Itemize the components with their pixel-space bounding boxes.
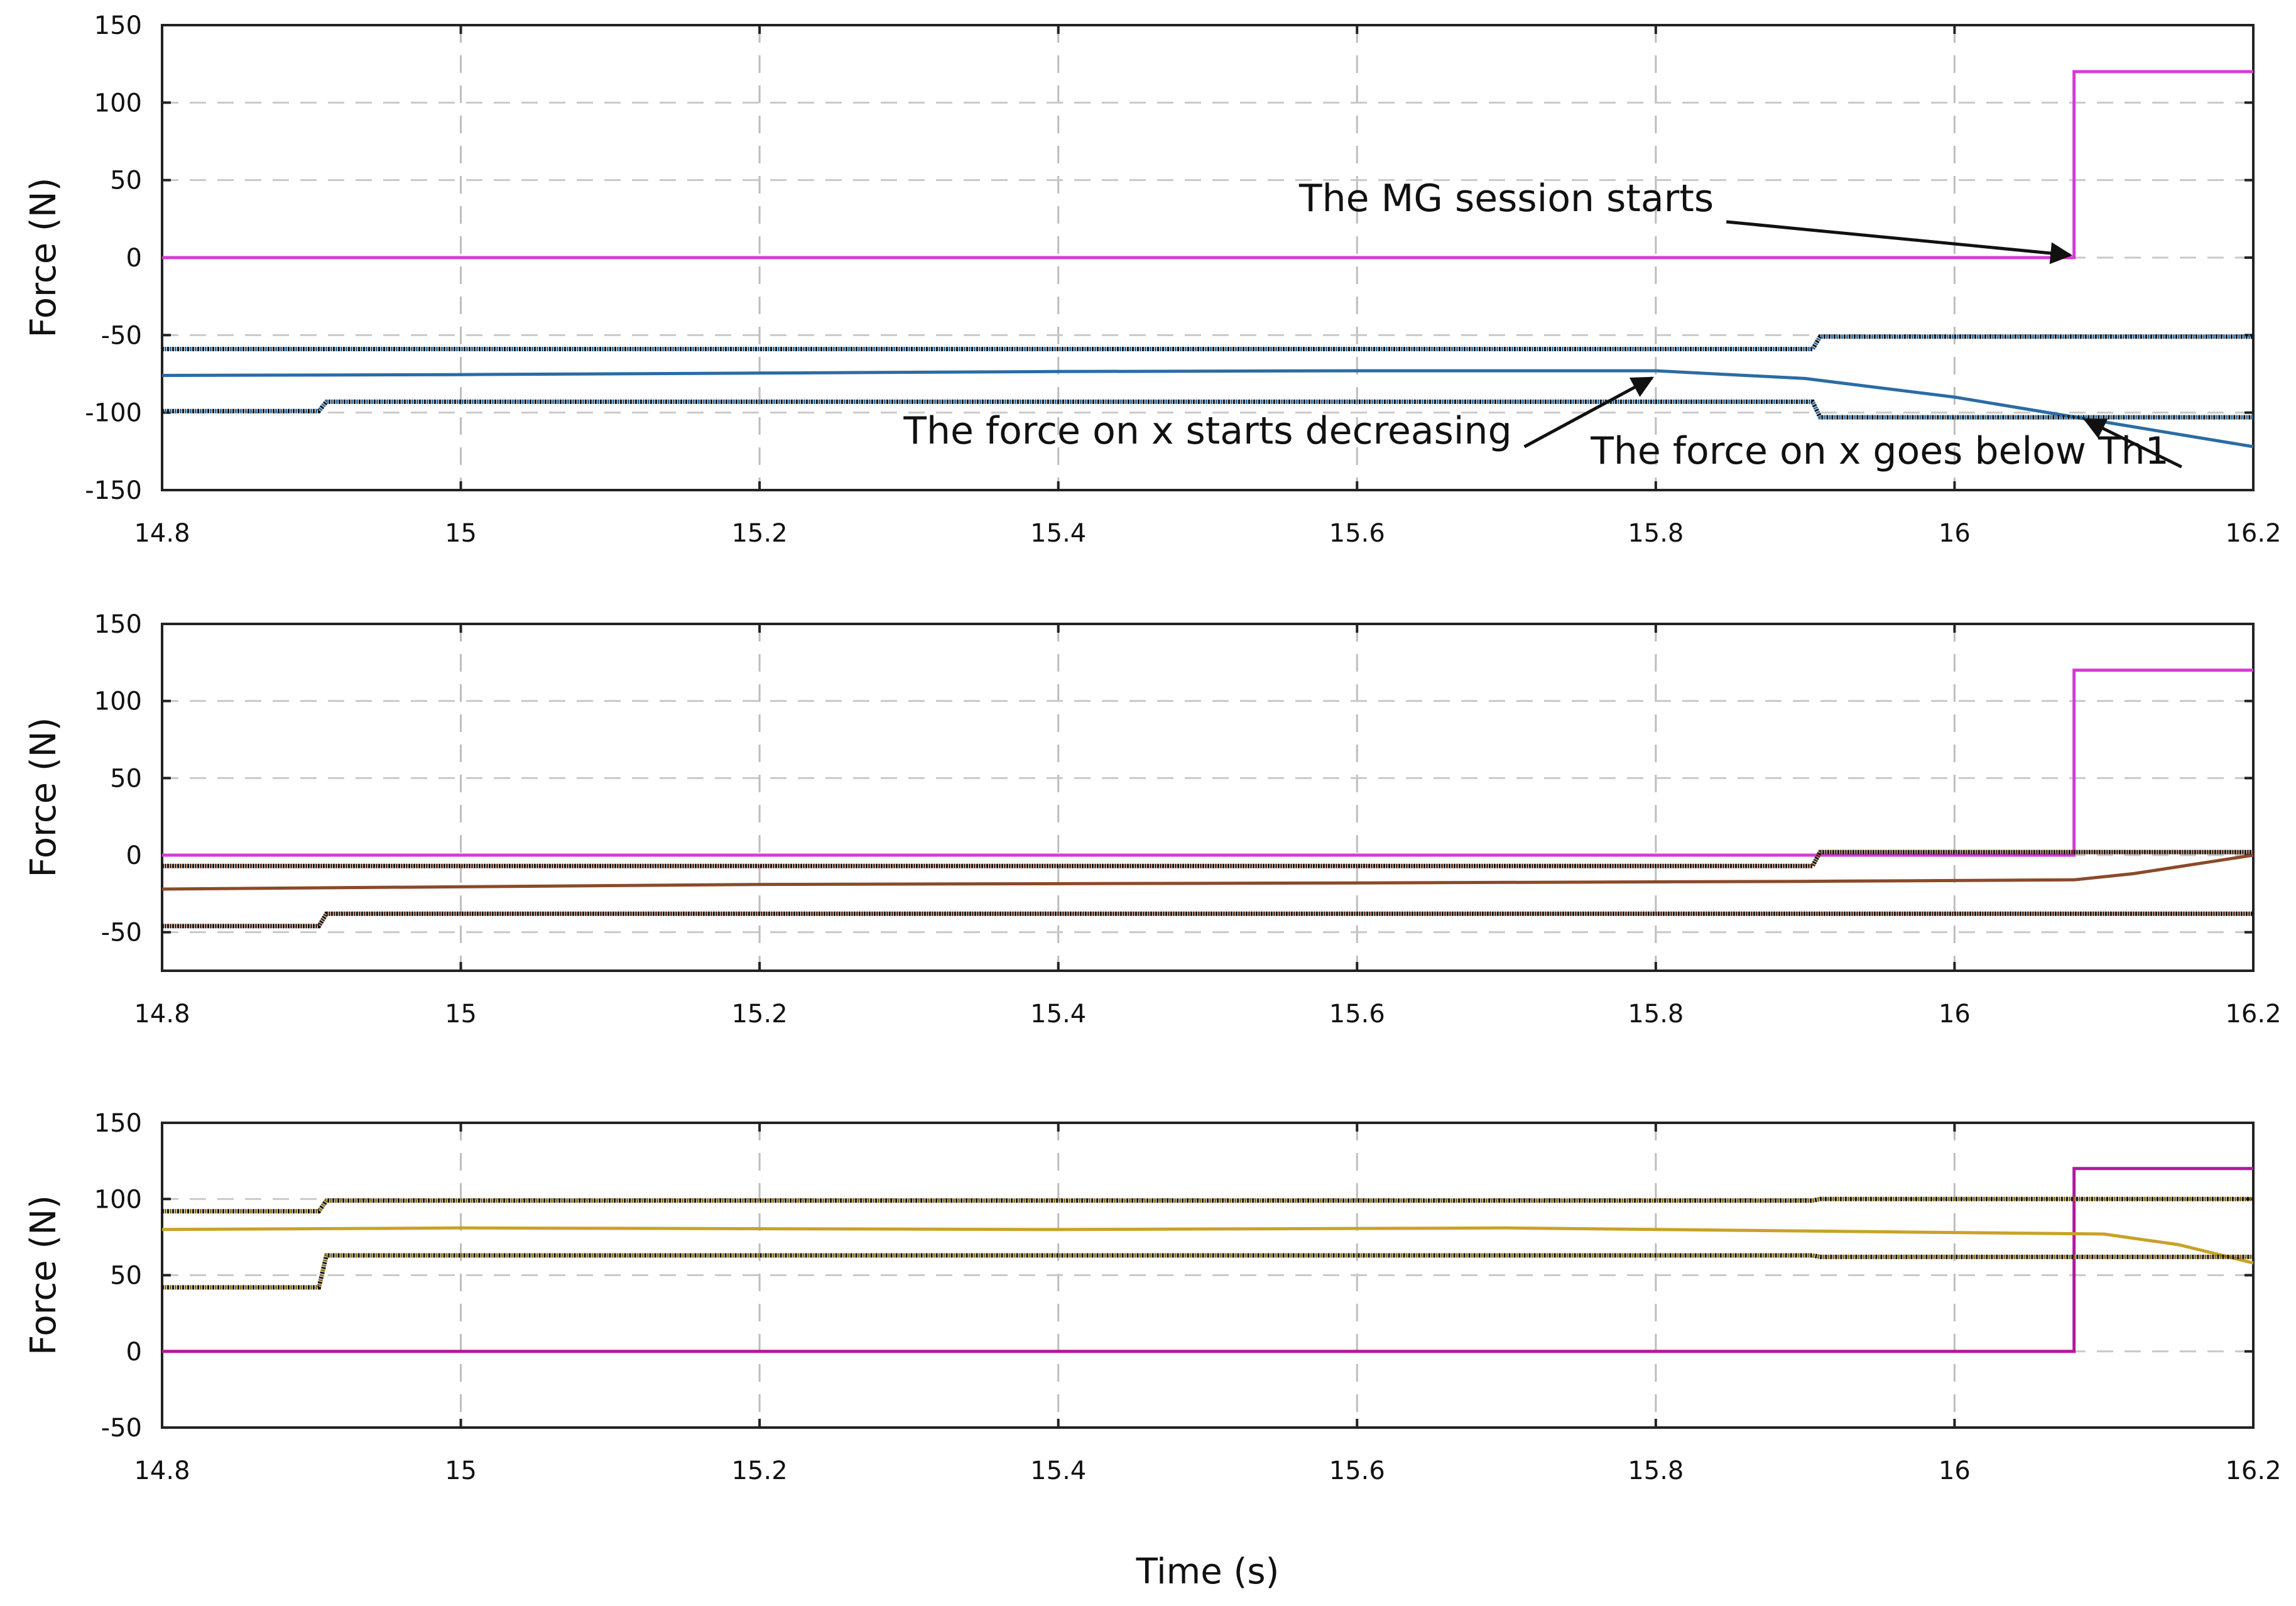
x-tick-label: 16: [1939, 1456, 1971, 1485]
y-tick-label: 100: [94, 1185, 142, 1214]
series-1-line: [161, 369, 2254, 449]
x-tick-label: 15: [445, 1456, 477, 1485]
y-tick-label: 0: [126, 244, 142, 273]
y-tick-label: 150: [94, 11, 142, 40]
y-tick-label: -50: [101, 321, 142, 350]
x-tick-label: 15.4: [1030, 519, 1086, 548]
x-axis-label: Time (s): [1136, 1551, 1280, 1592]
series-2-threshold-line: [162, 849, 2253, 868]
chart-panel-middle: 14.8 15 15.2 15.4 15.6 15.8 16 16.2 150 100 50 0 -50…: [23, 610, 2282, 1029]
series-2-threshold-line: [162, 334, 2253, 351]
series-0-line: [162, 70, 2253, 259]
y-axis-label-middle: Force (N): [23, 718, 64, 878]
x-tick-label: 16: [1939, 519, 1971, 548]
x-tick-label: 15.2: [732, 1456, 788, 1485]
y-tick-label: 50: [110, 167, 142, 195]
y-tick-label: 100: [94, 687, 142, 716]
x-tick-label: 15.8: [1628, 1000, 1684, 1029]
x-tick-label: 16.2: [2225, 1000, 2281, 1029]
x-tick-label: 14.8: [134, 1000, 190, 1029]
x-tick-label: 15.2: [732, 519, 788, 548]
y-tick-label: -50: [101, 919, 142, 948]
annotation-text: The force on x goes below Th1: [1590, 429, 2169, 473]
y-tick-label: -150: [85, 476, 142, 505]
x-tick-label: 15.8: [1628, 1456, 1684, 1485]
series-0-line: [162, 669, 2253, 857]
annotation-arrow: [1523, 376, 1654, 449]
series-2-threshold-line-accent: [162, 1196, 2253, 1214]
x-tick-label: 15.4: [1030, 1000, 1086, 1029]
chart-panel-top: 14.8 15 15.2 15.4 15.6 15.8 16 16.2 150 100 50 0 -50…: [23, 11, 2282, 548]
x-tick-label: 15: [445, 1000, 477, 1029]
annotation-text: The MG session starts: [1298, 177, 1714, 221]
y-tick-label: 50: [110, 1262, 142, 1291]
series-2-threshold-line-accent: [162, 849, 2253, 868]
x-tick-label: 15.4: [1030, 1456, 1086, 1485]
y-axis-label-top: Force (N): [23, 178, 64, 338]
x-tick-label: 14.8: [134, 519, 190, 548]
annotation-text: The force on x starts decreasing: [903, 409, 1511, 453]
y-tick-label: 100: [94, 89, 142, 117]
y-tick-label: 150: [94, 1109, 142, 1138]
chart-panel-bottom: 14.8 15 15.2 15.4 15.6 15.8 16 16.2 150 100 50 0 -50…: [23, 1109, 2282, 1592]
y-tick-label: 0: [126, 1338, 142, 1367]
y-tick-label: 50: [110, 764, 142, 793]
y-axis-label-bottom: Force (N): [23, 1195, 64, 1355]
series-3-threshold-line-accent: [162, 911, 2253, 929]
x-tick-label: 15: [445, 519, 477, 548]
x-tick-label: 16: [1939, 1000, 1971, 1029]
plot-frame: [161, 623, 2255, 972]
series-3-threshold-line: [162, 1253, 2253, 1290]
x-tick-label: 16.2: [2225, 519, 2281, 548]
x-tick-label: 15.6: [1329, 1000, 1385, 1029]
y-tick-label: 150: [94, 610, 142, 639]
y-tick-label: -50: [101, 1414, 142, 1443]
x-tick-label: 15.6: [1329, 519, 1385, 548]
x-tick-label: 14.8: [134, 1456, 190, 1485]
x-tick-label: 15.2: [732, 1000, 788, 1029]
x-tick-label: 16.2: [2225, 1456, 2281, 1485]
series-3-threshold-line-accent: [162, 1253, 2253, 1290]
series-2-threshold-line: [162, 1196, 2253, 1214]
series-0-line: [162, 1167, 2253, 1353]
x-tick-label: 15.6: [1329, 1456, 1385, 1485]
annotation-arrow: [2083, 418, 2182, 469]
y-tick-label: -100: [85, 399, 142, 428]
series-3-threshold-line: [162, 399, 2253, 420]
annotation-arrow: [1726, 220, 2073, 265]
y-tick-label: 0: [126, 841, 142, 870]
series-1-line: [161, 853, 2254, 891]
series-1-line: [161, 1226, 2254, 1265]
x-tick-label: 15.8: [1628, 519, 1684, 548]
